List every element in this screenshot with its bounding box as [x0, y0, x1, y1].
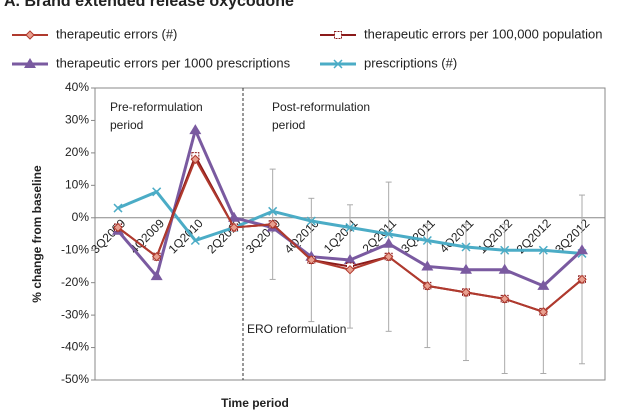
marker	[422, 281, 433, 291]
marker	[422, 235, 432, 246]
marker	[537, 279, 550, 290]
y-tick-label: -10%	[61, 242, 89, 256]
y-tick-label: 20%	[65, 145, 89, 159]
marker	[113, 222, 123, 233]
annotation-line: period	[110, 118, 143, 132]
marker	[538, 245, 548, 255]
x-tick-label: 4Q2011	[437, 216, 477, 256]
marker	[460, 263, 472, 274]
y-tick-label: -50%	[61, 372, 89, 386]
y-axis-label: % change from baseline	[30, 165, 44, 303]
annotation: Post-reformulation period	[272, 100, 370, 132]
marker	[498, 263, 511, 274]
marker	[333, 59, 343, 69]
marker	[267, 219, 278, 229]
marker	[189, 124, 202, 135]
marker	[577, 274, 587, 285]
marker	[500, 245, 510, 255]
marker	[113, 203, 123, 213]
chart-title: A. Brand extended release oxycodone	[4, 0, 294, 10]
marker	[228, 211, 240, 222]
legend-label: therapeutic errors per 1000 prescription…	[56, 55, 291, 70]
plot-frame	[94, 87, 606, 381]
annotation-line: Pre-reformulation	[110, 100, 203, 114]
legend-label: prescriptions (#)	[364, 55, 457, 70]
marker	[576, 244, 588, 255]
annotation-line: period	[272, 118, 305, 132]
marker	[384, 229, 394, 239]
legend-label: therapeutic errors (#)	[56, 26, 177, 41]
marker	[190, 154, 201, 165]
marker	[499, 294, 510, 304]
marker	[345, 222, 355, 233]
marker	[24, 58, 36, 68]
y-tick-label: -30%	[61, 307, 89, 321]
y-tick-label: -20%	[61, 275, 89, 289]
marker	[150, 270, 163, 281]
marker	[151, 252, 162, 262]
marker	[344, 253, 356, 264]
marker	[306, 216, 316, 226]
y-tick-label: -40%	[61, 340, 89, 354]
legend-label: therapeutic errors per 100,000 populatio…	[364, 26, 603, 41]
marker	[334, 31, 342, 39]
x-tick-label: 1Q2011	[321, 216, 361, 256]
marker	[152, 187, 162, 197]
y-tick-label: 10%	[65, 178, 89, 192]
marker	[345, 264, 355, 275]
marker	[538, 307, 549, 317]
annotation: Pre-reformulation period	[110, 100, 203, 132]
marker	[461, 287, 471, 298]
marker	[268, 206, 278, 216]
marker	[421, 260, 434, 271]
y-tick-label: 40%	[65, 80, 89, 94]
x-axis-label: Time period	[221, 396, 289, 410]
marker	[25, 30, 35, 40]
annotation-line: Post-reformulation	[272, 100, 370, 114]
y-tick-label: 30%	[65, 113, 89, 127]
marker	[461, 242, 471, 252]
marker	[382, 237, 395, 248]
marker	[306, 255, 317, 265]
y-tick-label: 0%	[72, 210, 90, 224]
marker	[229, 222, 239, 233]
marker	[383, 252, 394, 262]
marker	[190, 235, 200, 246]
annotation: ERO reformulation	[247, 322, 346, 336]
